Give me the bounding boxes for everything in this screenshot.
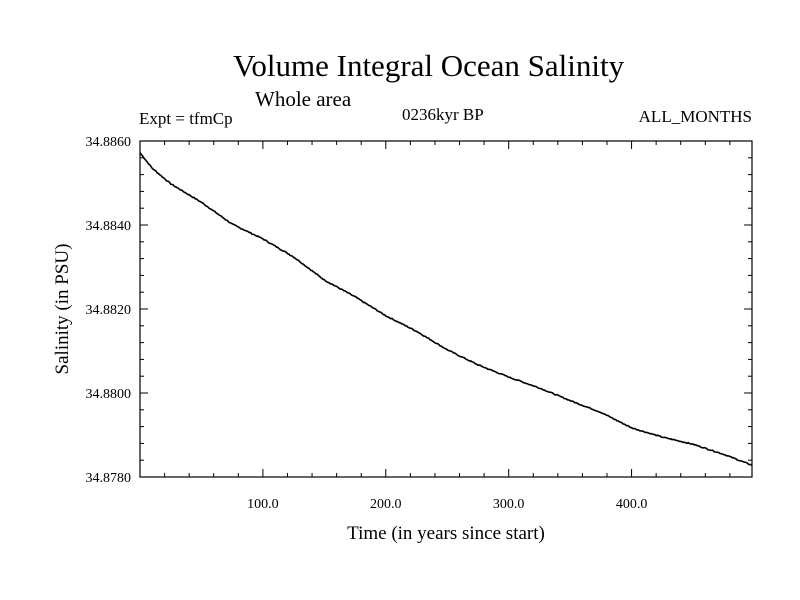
x-tick-label: 100.0	[247, 497, 279, 512]
period-label: 0236kyr BP	[402, 105, 484, 124]
experiment-label: Expt = tfmCp	[139, 109, 233, 128]
chart-title: Volume Integral Ocean Salinity	[233, 48, 625, 83]
salinity-series-line	[139, 152, 753, 466]
y-tick-label: 34.8800	[86, 387, 132, 402]
plot-frame	[139, 140, 753, 478]
months-label: ALL_MONTHS	[638, 107, 752, 126]
chart-subtitle: Whole area	[255, 87, 352, 111]
y-tick-label: 34.8840	[86, 219, 132, 234]
y-tick-label: 34.8820	[86, 303, 132, 318]
y-tick-label: 34.8780	[86, 471, 132, 486]
x-tick-label: 300.0	[493, 497, 525, 512]
ticks-layer: 100.0 200.0 300.0 400.0 34.8780 34.8800 34.882…	[86, 135, 752, 512]
y-axis-title: Salinity (in PSU)	[52, 244, 73, 375]
x-axis-title: Time (in years since start)	[347, 523, 545, 544]
y-tick-label: 34.8860	[86, 135, 132, 150]
x-tick-label: 400.0	[616, 497, 648, 512]
x-tick-label: 200.0	[370, 497, 402, 512]
